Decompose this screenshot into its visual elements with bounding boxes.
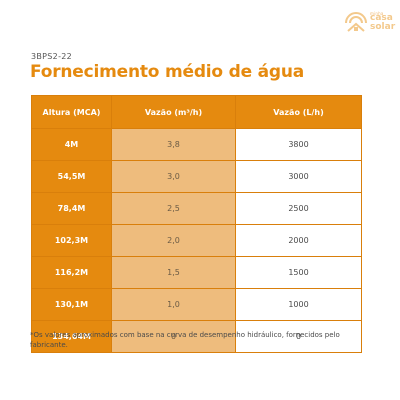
table-row: 130,1M 1,0 1000 — [31, 288, 362, 321]
cell-vazao-m3h: 0 — [111, 320, 236, 353]
cell-vazao-m3h: 1,5 — [111, 256, 236, 289]
cell-altura: 130,1M — [31, 288, 112, 321]
cell-vazao-m3h: 2,0 — [111, 224, 236, 257]
table-row: 134,64M 0 0 — [31, 320, 362, 353]
cell-vazao-m3h: 1,0 — [111, 288, 236, 321]
table-header-row: Altura (MCA) Vazão (m³/h) Vazão (L/h) — [31, 95, 362, 129]
cell-vazao-lh: 0 — [235, 320, 362, 353]
cell-vazao-m3h: 3,0 — [111, 160, 236, 193]
header-vazao-m3h: Vazão (m³/h) — [111, 95, 236, 129]
cell-altura: 116,2M — [31, 256, 112, 289]
brand-name-line2: solar — [370, 22, 396, 32]
header-altura: Altura (MCA) — [31, 95, 112, 129]
table-row: 116,2M 1,5 1500 — [31, 256, 362, 289]
brand-logo: minha casa solar — [342, 9, 396, 35]
cell-altura: 134,64M — [31, 320, 112, 353]
cell-altura: 4M — [31, 128, 112, 161]
cell-altura: 78,4M — [31, 192, 112, 225]
cell-vazao-lh: 2500 — [235, 192, 362, 225]
cell-vazao-lh: 1000 — [235, 288, 362, 321]
cell-vazao-lh: 3000 — [235, 160, 362, 193]
brand-name-line1: casa — [370, 13, 393, 23]
document-code: 3BPS2-22 — [31, 52, 73, 61]
table-row: 78,4M 2,5 2500 — [31, 192, 362, 225]
table-row: 54,5M 3,0 3000 — [31, 160, 362, 193]
footnote: *Os valores aproximados com base na curv… — [30, 331, 340, 349]
sun-house-icon — [345, 12, 367, 32]
table-row: 102,3M 2,0 2000 — [31, 224, 362, 257]
water-supply-table: Altura (MCA) Vazão (m³/h) Vazão (L/h) 4M… — [31, 95, 362, 353]
cell-altura: 102,3M — [31, 224, 112, 257]
page-title: Fornecimento médio de água — [30, 62, 305, 82]
header-vazao-lh: Vazão (L/h) — [235, 95, 362, 129]
cell-altura: 54,5M — [31, 160, 112, 193]
cell-vazao-lh: 3800 — [235, 128, 362, 161]
table-row: 4M 3,8 3800 — [31, 128, 362, 161]
cell-vazao-m3h: 2,5 — [111, 192, 236, 225]
cell-vazao-lh: 1500 — [235, 256, 362, 289]
brand-prefix: minha — [370, 11, 384, 16]
cell-vazao-m3h: 3,8 — [111, 128, 236, 161]
cell-vazao-lh: 2000 — [235, 224, 362, 257]
